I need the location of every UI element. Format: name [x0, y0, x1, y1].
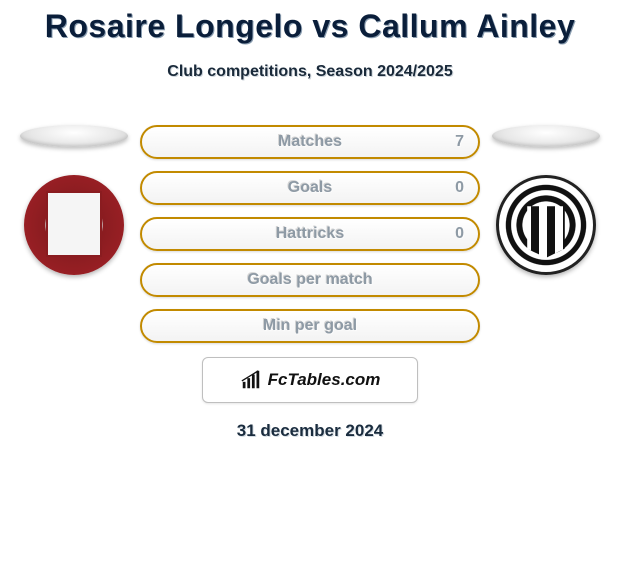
stat-row-matches: Matches 7: [140, 125, 480, 159]
brand-watermark: FcTables.com: [202, 357, 418, 403]
stat-value-right: 7: [455, 133, 464, 151]
content-row: Matches 7 Goals 0 Hattricks 0 Goals per …: [0, 125, 620, 343]
stats-column: Matches 7 Goals 0 Hattricks 0 Goals per …: [138, 125, 482, 343]
right-club-badge: [496, 175, 596, 275]
stat-value-right: 0: [455, 179, 464, 197]
stat-label: Goals: [288, 179, 332, 197]
page-title: Rosaire Longelo vs Callum Ainley: [0, 0, 620, 45]
stat-label: Goals per match: [247, 271, 372, 289]
right-player-col: [486, 125, 606, 275]
left-player-photo-oval: [20, 125, 128, 147]
left-player-col: [14, 125, 134, 275]
subtitle: Club competitions, Season 2024/2025: [0, 63, 620, 81]
right-player-photo-oval: [492, 125, 600, 147]
stat-value-right: 0: [455, 225, 464, 243]
left-club-badge: [24, 175, 124, 275]
stat-row-goals: Goals 0: [140, 171, 480, 205]
date-label: 31 december 2024: [0, 421, 620, 441]
comparison-card: Rosaire Longelo vs Callum Ainley Club co…: [0, 0, 620, 441]
stat-label: Matches: [278, 133, 342, 151]
brand-text: FcTables.com: [268, 370, 381, 390]
stat-label: Min per goal: [263, 317, 357, 335]
bar-chart-icon: [240, 369, 262, 391]
stat-row-min-per-goal: Min per goal: [140, 309, 480, 343]
stat-row-hattricks: Hattricks 0: [140, 217, 480, 251]
stat-label: Hattricks: [276, 225, 344, 243]
stat-row-goals-per-match: Goals per match: [140, 263, 480, 297]
